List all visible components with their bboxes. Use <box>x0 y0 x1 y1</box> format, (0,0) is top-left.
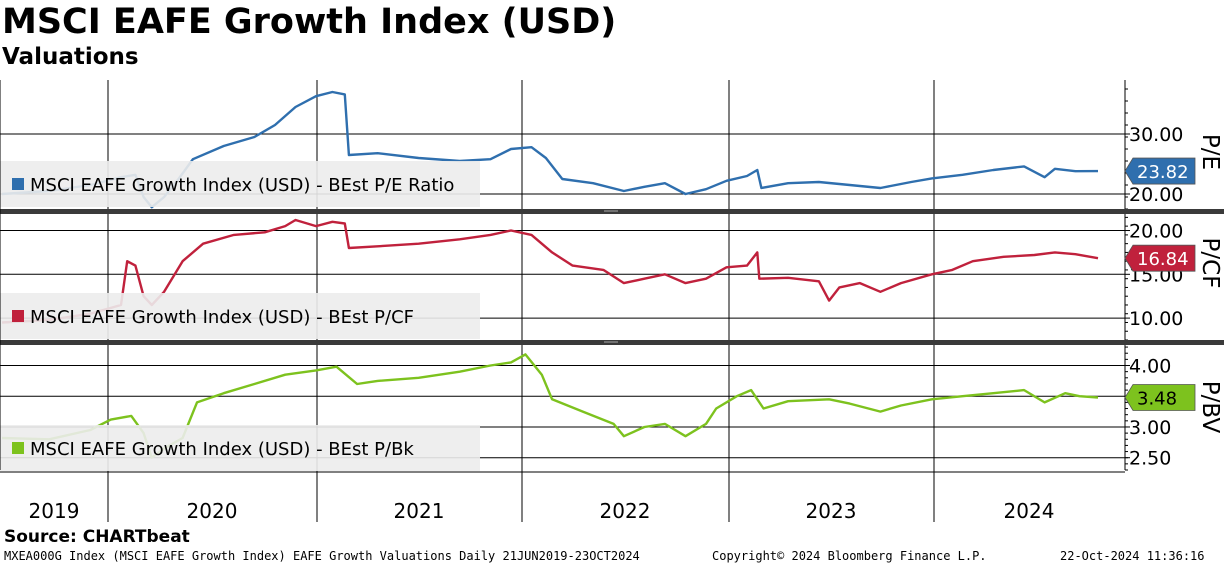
y-tick-label: 10.00 <box>1129 308 1183 330</box>
panel-pe: 20.00 30.00 MSCI EAFE Growth Index (USD) -… <box>0 80 1223 210</box>
x-tick-label: 2023 <box>806 499 857 523</box>
legend-label: MSCI EAFE Growth Index (USD) - BEst P/Bk <box>30 439 414 460</box>
y-tick-label: 2.50 <box>1129 448 1171 470</box>
axis-label-pe: P/E <box>1197 134 1223 170</box>
series-line-pcf <box>1 218 1099 324</box>
y-tick-label: 3.00 <box>1129 417 1171 439</box>
last-value-label: 16.84 <box>1137 249 1189 270</box>
last-value-badge <box>1124 384 1196 411</box>
footer-right: 22-Oct-2024 11:36:16 <box>1060 549 1205 563</box>
legend-swatch <box>12 442 24 454</box>
x-tick-label: 2024 <box>1004 499 1055 523</box>
legend-label: MSCI EAFE Growth Index (USD) - BEst P/E … <box>30 175 454 196</box>
axis-label-pcf: P/CF <box>1197 238 1223 289</box>
legend-swatch <box>12 310 24 322</box>
x-tick-label: 2022 <box>600 499 651 523</box>
footer-center: Copyright© 2024 Bloomberg Finance L.P. <box>712 549 987 563</box>
x-tick-label: 2021 <box>394 499 445 523</box>
x-tick-label: 2020 <box>187 499 238 523</box>
legend-box <box>0 161 480 207</box>
last-value-label: 23.82 <box>1137 162 1189 183</box>
chart-title: MSCI EAFE Growth Index (USD) <box>2 2 617 42</box>
legend-box <box>0 293 480 339</box>
chart-subtitle: Valuations <box>2 44 139 70</box>
y-tick-label: 20.00 <box>1129 184 1183 206</box>
last-value-label: 3.48 <box>1137 388 1177 409</box>
footer-left: MXEA000G Index (MSCI EAFE Growth Index) … <box>4 549 640 563</box>
source-note: Source: CHARTbeat <box>4 527 190 547</box>
panel-separators <box>0 80 1224 470</box>
y-tick-label: 4.00 <box>1129 356 1171 378</box>
legend-box <box>0 425 480 471</box>
y-tick-label: 20.00 <box>1129 221 1183 243</box>
axis-label-pb: P/BV <box>1197 381 1223 434</box>
legend-swatch <box>12 178 24 190</box>
x-tick-label: 2019 <box>29 499 80 523</box>
x-axis: 2019 2020 2021 2022 2023 2024 <box>0 471 1125 523</box>
last-value-badge <box>1124 244 1196 272</box>
y-tick-label: 30.00 <box>1129 124 1183 146</box>
legend-label: MSCI EAFE Growth Index (USD) - BEst P/CF <box>30 307 414 328</box>
last-value-badge <box>1124 157 1196 185</box>
